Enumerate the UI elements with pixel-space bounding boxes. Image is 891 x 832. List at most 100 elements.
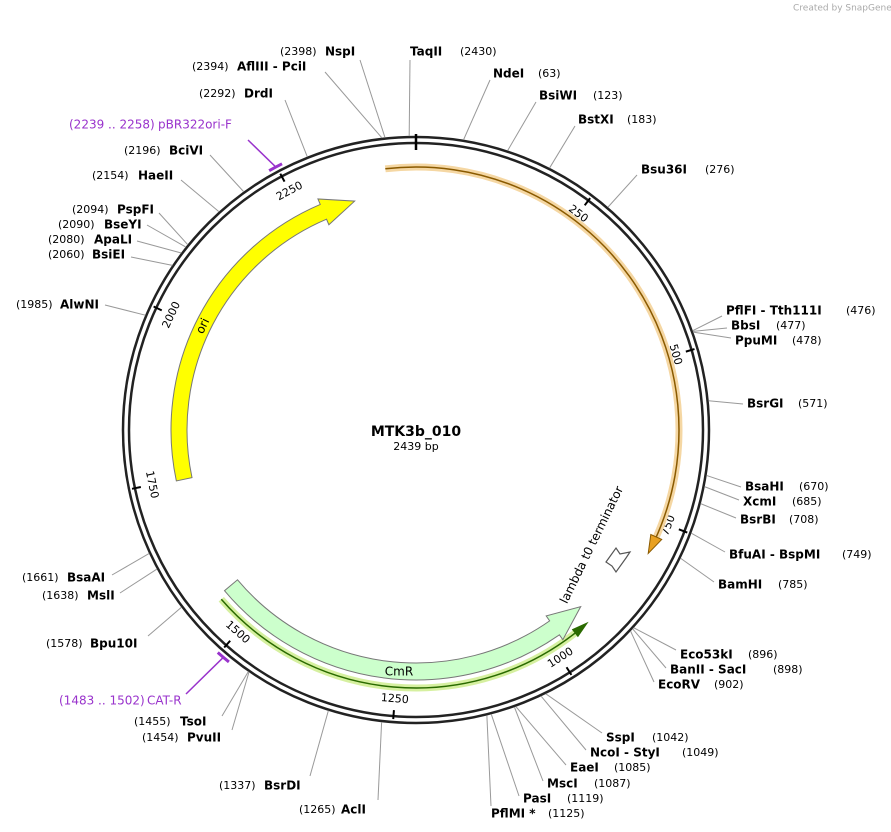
enzyme-site: (1578) xyxy=(46,637,83,650)
enzyme-site: (476) xyxy=(846,304,876,317)
ruler-tick xyxy=(131,485,142,490)
enzyme-site: (749) xyxy=(842,548,872,561)
cmr-line xyxy=(220,598,579,689)
terminator-glow xyxy=(384,163,683,543)
enzyme-site: (477) xyxy=(776,319,806,332)
enzyme-leader xyxy=(209,154,245,193)
enzyme-name: PpuMI xyxy=(735,334,777,348)
enzyme-site: (1661) xyxy=(22,571,59,584)
enzyme-site: (571) xyxy=(798,397,828,410)
ruler-tick xyxy=(565,666,573,676)
enzyme-site: (902) xyxy=(714,678,744,691)
enzyme-site: (2398) xyxy=(280,45,317,58)
enzyme-site: (1125) xyxy=(548,807,585,820)
enzyme-name: BanII - SacI xyxy=(670,663,746,677)
enzyme-site: (1265) xyxy=(299,803,336,816)
enzyme-name: XcmI xyxy=(743,495,776,509)
enzyme-leader xyxy=(324,71,383,139)
enzyme-name: BfuAI - BspMI xyxy=(729,548,820,562)
enzyme-name: Eco53kI xyxy=(680,648,733,662)
enzyme-site: (2292) xyxy=(199,87,236,100)
enzyme-name: Bsu36I xyxy=(641,163,687,177)
enzyme-leader xyxy=(486,715,492,807)
enzyme-leader xyxy=(221,671,249,717)
primer-leader xyxy=(185,657,224,695)
enzyme-site: (478) xyxy=(792,334,822,347)
enzyme-site: (785) xyxy=(778,578,808,591)
enzyme-leader xyxy=(180,179,220,213)
enzyme-site: (276) xyxy=(705,163,735,176)
enzyme-leader xyxy=(692,327,728,332)
enzyme-name: BsiWI xyxy=(539,89,577,103)
enzyme-name: BsrBI xyxy=(740,513,776,527)
enzyme-leader xyxy=(146,224,187,248)
enzyme-leader xyxy=(136,240,182,254)
enzyme-name: PflMI * xyxy=(491,807,536,821)
enzyme-leader xyxy=(708,400,744,405)
watermark: Created by SnapGene xyxy=(793,4,891,14)
enzyme-name: NdeI xyxy=(493,67,524,81)
primer-site: (2239 .. 2258) xyxy=(69,118,155,132)
enzyme-name: Bpu10I xyxy=(90,637,137,651)
enzyme-site: (2430) xyxy=(460,45,497,58)
enzyme-name: AlwNI xyxy=(60,298,99,312)
enzyme-site: (123) xyxy=(593,89,623,102)
enzyme-name: TsoI xyxy=(180,715,206,729)
enzyme-name: ApaLI xyxy=(94,233,132,247)
enzyme-site: (2196) xyxy=(124,144,161,157)
enzyme-leader xyxy=(111,553,150,576)
enzyme-name: EaeI xyxy=(570,761,599,775)
enzyme-name: MscI xyxy=(547,777,578,791)
enzyme-leader xyxy=(513,706,544,782)
enzyme-leader xyxy=(680,557,715,583)
cmr-head xyxy=(571,621,589,638)
primer-leader xyxy=(247,139,276,167)
enzyme-leader xyxy=(693,331,732,339)
enzyme-site: (1049) xyxy=(682,746,719,759)
map-name: MTK3b_010 xyxy=(371,424,462,440)
ruler-tick xyxy=(685,348,695,353)
enzyme-name: BsaAI xyxy=(67,571,105,585)
enzyme-leader xyxy=(633,627,677,651)
enzyme-leader xyxy=(119,568,158,594)
enzyme-leader xyxy=(463,79,491,141)
ruler-tick xyxy=(583,197,591,206)
enzyme-leader xyxy=(359,59,386,138)
primer-name: pBR322ori-F xyxy=(158,118,232,132)
ruler-tick xyxy=(392,710,395,720)
enzyme-leader xyxy=(130,256,173,266)
terminator-line xyxy=(385,166,680,542)
enzyme-site: (2154) xyxy=(92,169,129,182)
enzyme-name: TaqII xyxy=(410,45,442,59)
cmr-label: CmR xyxy=(385,665,413,679)
enzyme-site: (2060) xyxy=(48,248,85,261)
enzyme-name: BsrGI xyxy=(747,397,784,411)
enzyme-leader xyxy=(704,486,740,501)
enzyme-leader xyxy=(700,503,737,519)
enzyme-site: (63) xyxy=(538,67,561,80)
enzyme-name: HaeII xyxy=(138,169,173,183)
enzyme-leader xyxy=(158,212,189,246)
enzyme-name: NspI xyxy=(325,45,355,59)
enzyme-name: AflIII - PciI xyxy=(237,60,306,74)
ruler-label: 2250 xyxy=(274,179,305,204)
enzyme-name: MslI xyxy=(87,589,115,603)
map-size: 2439 bp xyxy=(393,440,438,453)
enzyme-site: (896) xyxy=(748,648,778,661)
enzyme-leader xyxy=(377,721,383,801)
enzyme-name: EcoRV xyxy=(658,678,701,692)
enzyme-leader xyxy=(490,714,520,797)
enzyme-leader xyxy=(408,59,411,137)
enzyme-name: BseYI xyxy=(104,218,142,232)
enzyme-site: (183) xyxy=(627,113,657,126)
enzyme-leader xyxy=(104,304,146,316)
enzyme-name: BsiEI xyxy=(92,248,125,262)
enzyme-leader xyxy=(515,706,567,766)
enzyme-leader xyxy=(549,125,576,169)
enzyme-name: BsrDI xyxy=(264,779,301,793)
enzyme-leader xyxy=(507,101,537,151)
enzyme-leader xyxy=(545,693,603,734)
enzyme-leader xyxy=(231,671,250,731)
enzyme-name: PvuII xyxy=(187,731,221,745)
